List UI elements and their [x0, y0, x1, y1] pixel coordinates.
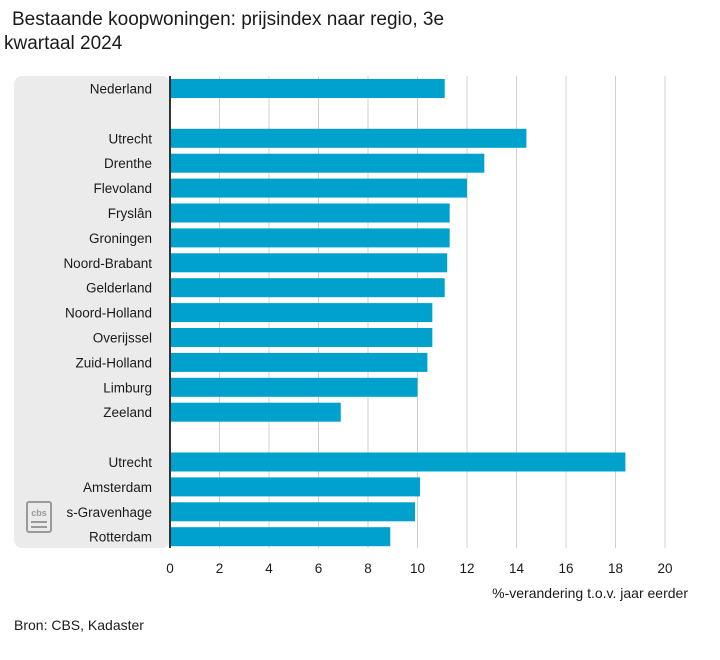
bar	[170, 402, 341, 422]
bar	[170, 278, 445, 298]
x-tick-label: 8	[364, 561, 372, 576]
category-label: Limburg	[103, 380, 152, 395]
bar	[170, 253, 448, 273]
x-tick-label: 4	[265, 561, 273, 576]
x-tick-label: 20	[657, 561, 672, 576]
cbs-logo-icon: cbs	[26, 501, 52, 533]
category-label: Zuid-Holland	[75, 355, 152, 370]
bar	[170, 502, 416, 522]
category-labels: Nederland Utrecht Drenthe Flevoland Fryslân G…	[63, 82, 152, 545]
category-label: Zeeland	[103, 405, 152, 420]
category-label: Utrecht	[108, 131, 152, 146]
category-label: Fryslân	[108, 206, 152, 221]
bar	[170, 128, 527, 148]
x-tick-label: 10	[410, 561, 425, 576]
x-tick-label: 0	[166, 561, 174, 576]
category-label: s-Gravenhage	[66, 505, 152, 520]
bar	[170, 377, 418, 397]
x-tick-label: 2	[216, 561, 224, 576]
category-label: Utrecht	[108, 455, 152, 470]
bar	[170, 228, 450, 248]
category-label: Drenthe	[104, 156, 152, 171]
x-tick-label: 18	[608, 561, 623, 576]
source-note: Bron: CBS, Kadaster	[14, 617, 144, 633]
category-label: Groningen	[89, 231, 152, 246]
bar	[170, 203, 450, 223]
bar	[170, 527, 391, 547]
label-panel	[14, 76, 170, 548]
x-tick-labels: 0 2 4 6 8 10 12 14 16 18 20	[166, 561, 672, 576]
x-axis-label: %-verandering t.o.v. jaar eerder	[492, 585, 688, 601]
bar	[170, 303, 433, 323]
category-label: Overijssel	[93, 331, 152, 346]
x-tick-label: 16	[558, 561, 573, 576]
bar	[170, 477, 420, 497]
category-label: Flevoland	[93, 181, 152, 196]
cbs-logo-frame	[26, 501, 52, 533]
chart-title: Bestaande koopwoningen: prijsindex naar …	[4, 8, 524, 56]
chart-title-line-2: kwartaal 2024	[4, 33, 123, 54]
bar	[170, 352, 428, 372]
bar	[170, 178, 467, 198]
category-label: Nederland	[90, 82, 152, 97]
category-label: Rotterdam	[89, 530, 152, 545]
cbs-logo-text: cbs	[31, 508, 47, 518]
category-label: Noord-Brabant	[63, 256, 152, 271]
bar	[170, 153, 485, 173]
chart-title-line-1: Bestaande koopwoningen: prijsindex naar …	[12, 9, 445, 30]
bar	[170, 328, 433, 347]
bar	[170, 452, 626, 472]
category-label: Amsterdam	[83, 480, 152, 495]
x-tick-label: 12	[459, 561, 474, 576]
bar	[170, 79, 445, 98]
category-label: Noord-Holland	[65, 306, 152, 321]
x-tick-label: 6	[315, 561, 323, 576]
category-label: Gelderland	[86, 281, 152, 296]
x-tick-label: 14	[509, 561, 525, 576]
bars	[170, 79, 626, 547]
